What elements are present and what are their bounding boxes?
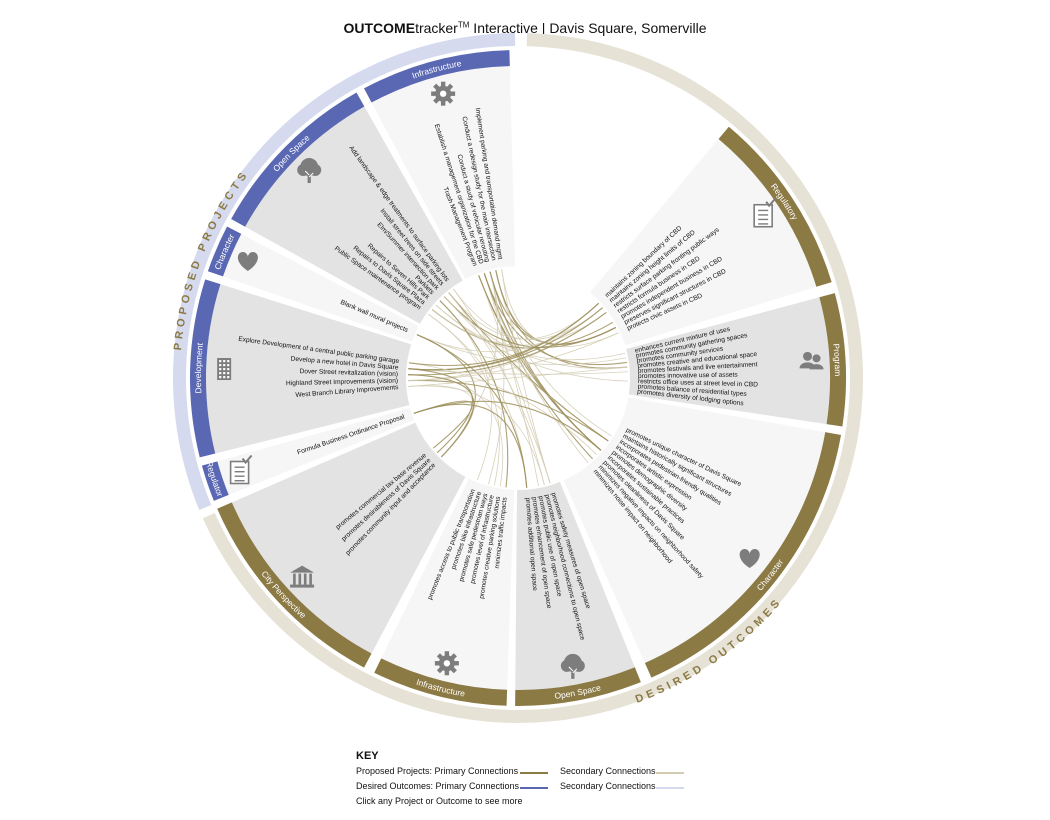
civic-building-icon [290, 565, 315, 588]
project-group-development-panel [206, 284, 412, 454]
connection-curve [495, 270, 628, 369]
connection-curve [453, 288, 603, 340]
project-group-open-space-band[interactable] [231, 92, 365, 227]
page-subtitle: Interactive | Davis Square, Somerville [469, 20, 707, 36]
legend-desired-primary-swatch [520, 787, 548, 789]
outcome-group-program-label[interactable]: Program [831, 343, 843, 376]
project-group-development[interactable]: Development [189, 279, 412, 458]
connection-curve [448, 292, 609, 442]
outcome-group-infrastructure[interactable]: Infrastructure [374, 478, 515, 706]
legend-row-proposed: Proposed Projects: Primary Connections S… [356, 766, 684, 781]
checklist-icon [753, 198, 776, 228]
legend-row-desired: Desired Outcomes: Primary Connections Se… [356, 781, 684, 796]
project-group-character-panel [222, 233, 419, 342]
connection-curve [408, 302, 600, 367]
connection-curve [489, 271, 602, 451]
brand-suffix: tracker [415, 20, 458, 36]
project-item-dover-street-revitalization-vision[interactable]: Dover Street revitalization (vision) [299, 368, 398, 378]
legend-title: KEY [356, 750, 379, 762]
connection-curve [408, 366, 628, 387]
connection-curve [408, 311, 607, 376]
connection-curve [413, 403, 528, 488]
connection-curve [453, 288, 545, 485]
heart-icon [237, 251, 258, 271]
legend-hint: Click any Project or Outcome to see more [356, 796, 523, 806]
proposed-outer-band [173, 33, 516, 511]
project-group-open-space-panel [245, 106, 463, 324]
outer-ring [173, 33, 864, 723]
legend-proposed-primary-swatch [520, 772, 548, 774]
connection-curve [416, 334, 627, 365]
legend-proposed-primary-label: Proposed Projects: Primary Connections [356, 766, 519, 776]
outcome-item-promotes-innovative-use-of-assets[interactable]: promotes innovative use of assets [638, 372, 738, 380]
project-group-regulatory-label[interactable]: Regulatory [0, 0, 225, 498]
project-group-regulatory-panel [217, 407, 415, 495]
outcome-group-character-band[interactable] [644, 432, 842, 678]
legend-proposed-secondary-swatch [656, 772, 684, 774]
tree-icon [560, 653, 585, 679]
connection-curve [439, 300, 509, 488]
outcome-group-character[interactable]: Character [563, 397, 842, 678]
legend-desired-secondary-swatch [656, 787, 684, 789]
checklist-icon [229, 454, 253, 485]
page-title: OUTCOMEtrackerTM Interactive | Davis Squ… [0, 20, 1050, 36]
tree-icon [297, 158, 322, 184]
connection-curve [416, 334, 476, 458]
group-icons [217, 81, 824, 679]
legend-secondary-label-1: Secondary Connections [560, 766, 656, 776]
connection-curve [408, 368, 628, 375]
outcome-group-character-panel [563, 397, 826, 664]
trademark: TM [457, 20, 470, 30]
connection-curve [408, 379, 609, 442]
project-group-infrastructure-band[interactable] [364, 50, 510, 103]
project-group-regulatory-band[interactable] [201, 461, 229, 501]
connection-curve [435, 304, 628, 382]
connection-curve [495, 270, 617, 345]
legend: KEY Proposed Projects: Primary Connectio… [356, 750, 684, 811]
outcome-group-open-space-band[interactable] [515, 667, 641, 706]
project-item-highland-street-improvements-vision[interactable]: Highland Street Improvements (vision) [286, 378, 398, 388]
brand-name: OUTCOME [343, 20, 416, 36]
legend-desired-primary-label: Desired Outcomes: Primary Connections [356, 781, 520, 791]
project-group-character-band[interactable] [207, 226, 242, 277]
legend-secondary-label-2: Secondary Connections [560, 781, 656, 791]
project-group-development-band[interactable] [189, 279, 221, 458]
outcome-group-program-panel [626, 297, 830, 425]
connection-curve [488, 271, 505, 485]
connection-curve [409, 362, 598, 455]
project-group-development-label[interactable]: Development [193, 342, 205, 394]
building-icon [217, 358, 232, 381]
outcome-group-regulatory-band[interactable] [718, 126, 832, 287]
people-icon [799, 351, 824, 370]
outcome-group-open-space-panel [515, 481, 635, 690]
outcome-group-regulatory-panel [589, 138, 817, 346]
outcome-group-program[interactable]: Program [626, 293, 846, 427]
connection-curve [443, 296, 617, 349]
connection-curve [408, 385, 545, 485]
gear-icon [431, 81, 456, 106]
connection-curves [408, 269, 628, 488]
heart-icon [739, 549, 760, 569]
connection-curve [501, 269, 619, 348]
outcome-group-city-perspective-panel [231, 422, 466, 654]
connection-curve [483, 273, 627, 366]
project-group-infrastructure[interactable]: Infrastructure [364, 50, 516, 280]
connection-curve [408, 368, 474, 454]
outcome-group-city-perspective-band[interactable] [217, 502, 372, 668]
outcome-group-infrastructure-band[interactable] [374, 658, 508, 706]
project-group-infrastructure-panel [371, 66, 516, 280]
connection-curve [483, 273, 539, 487]
outcome-group-open-space[interactable]: Open Space [515, 481, 641, 706]
gear-icon [434, 651, 459, 676]
outcome-group-program-band[interactable] [819, 293, 846, 427]
outcome-item-restricts-office-uses-at-street-level-in-cbd[interactable]: restricts office uses at street level in… [638, 378, 758, 388]
outcome-group-infrastructure-panel [381, 478, 515, 690]
